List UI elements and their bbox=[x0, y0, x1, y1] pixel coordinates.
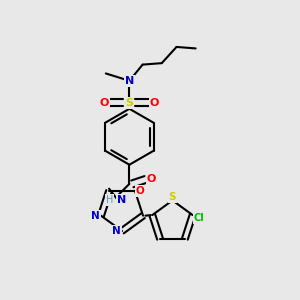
Text: O: O bbox=[147, 174, 156, 184]
Text: S: S bbox=[125, 98, 134, 108]
Text: O: O bbox=[136, 186, 145, 196]
Text: O: O bbox=[150, 98, 159, 108]
Text: S: S bbox=[169, 193, 176, 202]
Text: N: N bbox=[92, 211, 100, 221]
Text: N: N bbox=[112, 226, 121, 236]
Text: O: O bbox=[100, 98, 109, 108]
Text: Cl: Cl bbox=[194, 213, 205, 223]
Text: N: N bbox=[117, 195, 126, 205]
Text: H: H bbox=[106, 195, 113, 205]
Text: N: N bbox=[125, 76, 134, 86]
